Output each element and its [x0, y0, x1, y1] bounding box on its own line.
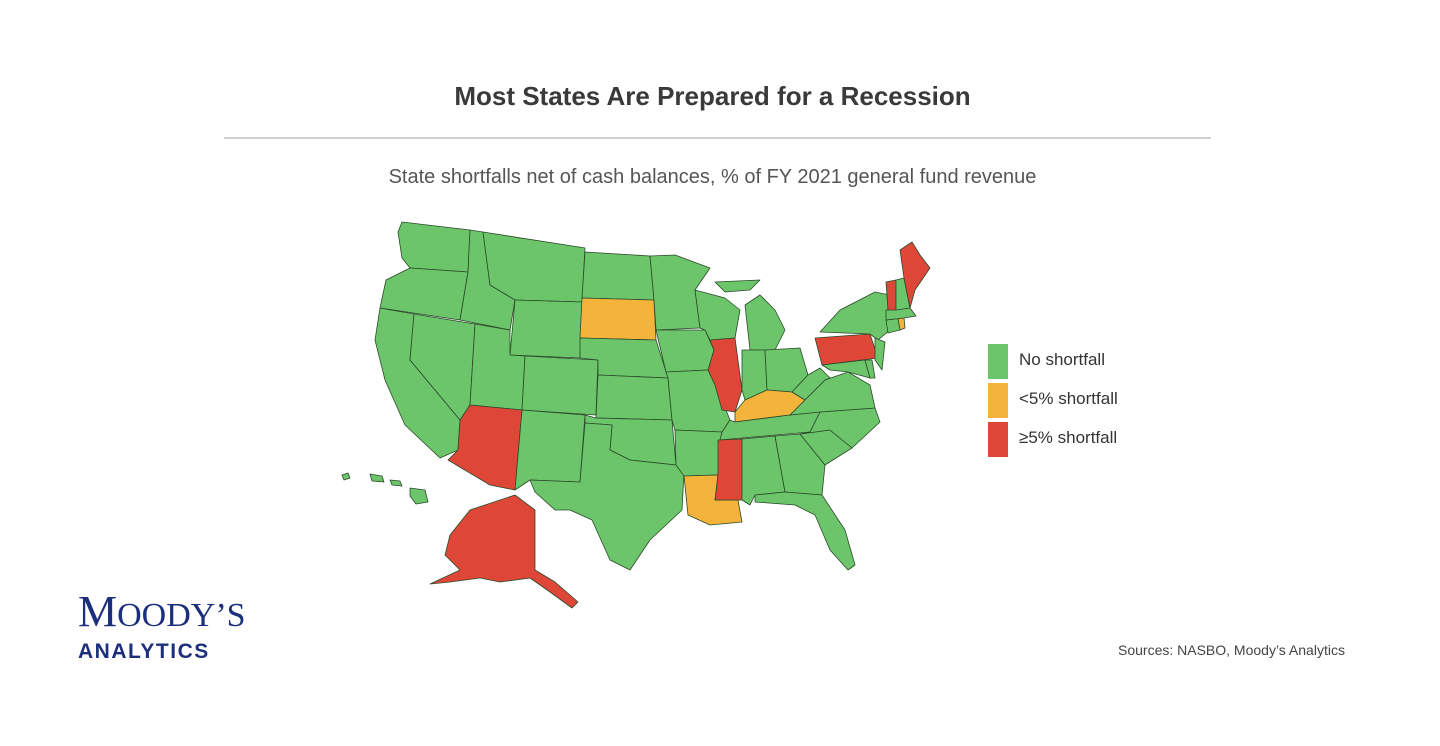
state-MS: [714, 438, 743, 501]
state-ND: [581, 251, 655, 301]
state-AR: [674, 429, 723, 477]
chart-subtitle: State shortfalls net of cash balances, %…: [388, 166, 1037, 188]
state-CO: [521, 355, 599, 416]
state-MD: [821, 359, 871, 379]
title-divider: [224, 137, 1211, 139]
legend-label: ≥5% shortfall: [1019, 428, 1118, 447]
state-NM: [514, 409, 586, 491]
state-KS: [595, 374, 673, 421]
us-state-map: [341, 221, 931, 609]
state-FL: [754, 491, 856, 571]
logo-subtitle: ANALYTICS: [78, 640, 210, 663]
state-NY: [819, 291, 897, 341]
state-NJ: [874, 337, 886, 371]
state-OR: [379, 267, 469, 321]
source-note: Sources: NASBO, Moody’s Analytics: [1118, 642, 1345, 658]
state-DE: [864, 359, 876, 379]
state-SD: [579, 297, 657, 341]
state-WA: [397, 221, 471, 273]
state-TX: [529, 422, 685, 571]
legend-swatch: [988, 344, 1008, 379]
state-GA: [774, 433, 826, 496]
moodys-analytics-logo: MOODY’S ANALYTICS: [78, 590, 246, 664]
logo-wordmark: MOODY’S: [78, 587, 246, 636]
chart-title: Most States Are Prepared for a Recession: [454, 81, 971, 111]
state-AK: [429, 494, 579, 609]
legend-label: No shortfall: [1019, 350, 1105, 369]
state-IA: [655, 329, 715, 373]
legend-label: <5% shortfall: [1019, 389, 1118, 408]
state-WY: [509, 299, 583, 359]
legend-swatch: [988, 383, 1008, 418]
state-WV: [791, 367, 831, 401]
state-VT: [885, 279, 897, 311]
legend-swatch: [988, 422, 1008, 457]
state-CT: [885, 317, 901, 334]
state-HI: [341, 472, 429, 505]
state-ME: [899, 241, 931, 309]
state-IL: [707, 337, 743, 413]
